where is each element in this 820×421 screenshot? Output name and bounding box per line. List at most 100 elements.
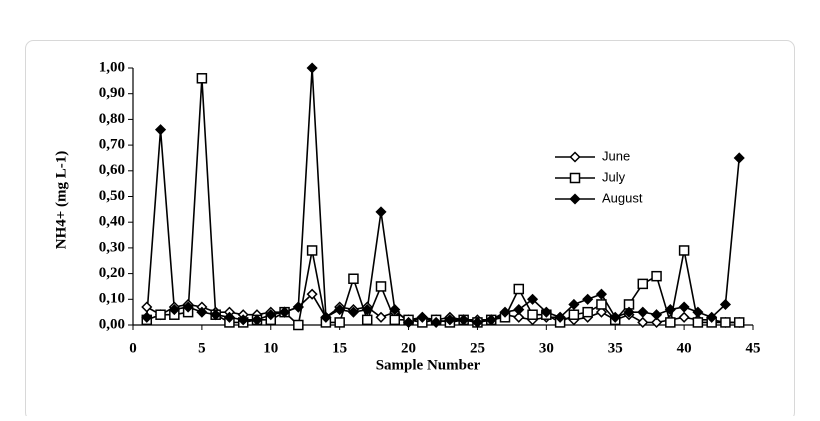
marker bbox=[416, 311, 428, 323]
marker bbox=[665, 317, 676, 328]
y-tick-label: 0,20 bbox=[99, 265, 125, 281]
marker bbox=[540, 306, 552, 318]
marker bbox=[651, 270, 662, 282]
marker bbox=[348, 273, 359, 284]
marker bbox=[471, 316, 484, 328]
marker bbox=[719, 298, 732, 311]
marker bbox=[526, 293, 539, 305]
marker bbox=[389, 314, 401, 326]
marker bbox=[513, 304, 525, 316]
marker bbox=[637, 306, 649, 318]
marker bbox=[320, 311, 332, 323]
y-tick-label: 0,90 bbox=[99, 85, 125, 101]
marker bbox=[485, 314, 497, 326]
marker bbox=[155, 309, 166, 320]
marker bbox=[196, 73, 208, 84]
y-tick-label: 0,40 bbox=[99, 214, 125, 230]
marker bbox=[430, 316, 442, 328]
marker bbox=[623, 306, 635, 318]
marker bbox=[692, 306, 704, 318]
marker bbox=[692, 317, 704, 328]
marker bbox=[568, 309, 580, 320]
marker bbox=[499, 306, 511, 318]
y-tick-label: 0,50 bbox=[99, 188, 125, 204]
y-tick-label: 0,70 bbox=[99, 137, 125, 153]
marker bbox=[458, 314, 470, 326]
marker bbox=[444, 314, 456, 326]
marker bbox=[733, 152, 745, 164]
marker bbox=[582, 293, 594, 305]
marker bbox=[306, 288, 318, 300]
y-axis-label: NH4+ (mg L-1) bbox=[53, 151, 69, 250]
x-tick-label: 25 bbox=[470, 340, 485, 356]
marker bbox=[168, 304, 180, 316]
marker bbox=[293, 319, 304, 331]
legend-marker bbox=[569, 172, 581, 184]
x-tick-label: 30 bbox=[539, 340, 554, 356]
marker bbox=[513, 283, 525, 295]
marker bbox=[265, 309, 277, 321]
marker bbox=[223, 311, 236, 323]
marker bbox=[210, 309, 222, 321]
marker bbox=[637, 316, 649, 328]
marker bbox=[306, 245, 318, 256]
marker bbox=[568, 298, 580, 311]
marker bbox=[347, 306, 360, 318]
marker bbox=[678, 245, 690, 256]
marker bbox=[733, 317, 745, 328]
x-tick-label: 35 bbox=[608, 340, 623, 356]
marker bbox=[334, 304, 346, 316]
marker bbox=[237, 314, 249, 326]
x-tick-label: 40 bbox=[677, 340, 692, 356]
y-tick-label: 0,10 bbox=[99, 291, 125, 307]
marker bbox=[720, 317, 731, 328]
x-axis-label: Sample Number bbox=[376, 357, 481, 373]
marker bbox=[678, 311, 690, 323]
marker bbox=[678, 301, 690, 313]
x-tick-label: 20 bbox=[401, 340, 416, 356]
marker bbox=[141, 301, 153, 313]
x-tick-label: 45 bbox=[746, 340, 761, 356]
marker bbox=[595, 306, 608, 318]
legend-label: July bbox=[602, 169, 626, 184]
marker bbox=[595, 288, 608, 300]
marker bbox=[402, 316, 415, 328]
x-tick-label: 0 bbox=[129, 340, 137, 356]
marker bbox=[596, 299, 607, 310]
marker bbox=[650, 316, 663, 328]
marker bbox=[334, 317, 345, 328]
marker bbox=[650, 309, 663, 321]
marker bbox=[361, 304, 373, 316]
y-tick-label: 0,80 bbox=[99, 111, 125, 127]
marker bbox=[375, 311, 387, 323]
marker bbox=[706, 311, 718, 323]
marker bbox=[361, 314, 373, 326]
marker bbox=[306, 62, 318, 74]
marker bbox=[141, 311, 153, 323]
marker bbox=[554, 311, 566, 323]
marker bbox=[375, 281, 387, 292]
y-tick-label: 1,00 bbox=[99, 59, 125, 75]
marker bbox=[637, 278, 649, 290]
y-tick-label: 0,30 bbox=[99, 239, 125, 255]
marker bbox=[664, 304, 676, 316]
marker bbox=[527, 309, 538, 320]
marker bbox=[389, 304, 401, 316]
x-tick-label: 5 bbox=[198, 340, 206, 356]
marker bbox=[375, 206, 387, 218]
y-tick-label: 0,60 bbox=[99, 162, 125, 178]
marker bbox=[182, 301, 194, 313]
marker bbox=[278, 306, 291, 318]
legend-label: June bbox=[602, 148, 630, 163]
marker bbox=[196, 306, 208, 318]
marker bbox=[154, 124, 167, 136]
marker bbox=[609, 311, 621, 323]
y-tick-label: 0,00 bbox=[99, 316, 125, 332]
legend-marker bbox=[569, 151, 581, 163]
x-tick-label: 15 bbox=[332, 340, 347, 356]
marker bbox=[292, 301, 304, 313]
legend-label: August bbox=[602, 190, 643, 205]
marker bbox=[582, 306, 593, 318]
x-tick-label: 10 bbox=[263, 340, 278, 356]
